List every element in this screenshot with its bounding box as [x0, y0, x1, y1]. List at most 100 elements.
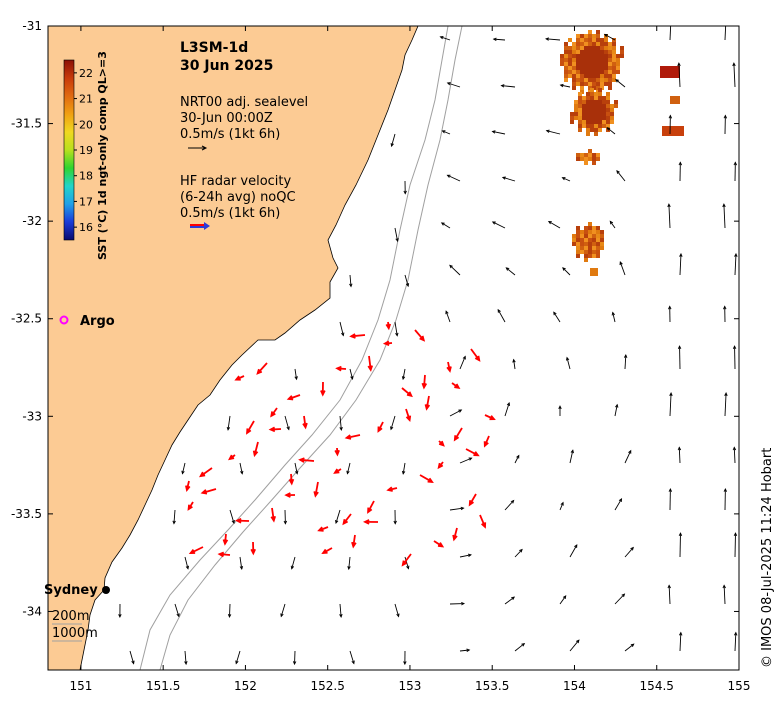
sst-cell [572, 54, 576, 58]
sydney-label: Sydney [44, 583, 98, 598]
y-tick-label: -31 [22, 19, 42, 33]
sst-cell [608, 62, 612, 66]
radar-arrow [468, 493, 477, 507]
sst-cell [600, 42, 604, 46]
sst-cell [612, 78, 616, 82]
sst-cell [574, 100, 578, 104]
sealevel-arrow [732, 446, 737, 464]
sst-cell [600, 54, 604, 58]
sst-cell [592, 58, 596, 62]
x-tick-label: 155 [728, 679, 751, 693]
sealevel-legend-scale: 0.5m/s (1kt 6h) [180, 127, 280, 142]
sst-cell [596, 226, 600, 230]
sst-cell [610, 108, 614, 112]
radar-arrow [484, 414, 496, 421]
sealevel-arrow [668, 305, 672, 323]
sealevel-arrow [614, 498, 623, 511]
sst-cell [584, 66, 588, 70]
sst-cell [598, 100, 602, 104]
sst-cell [596, 246, 600, 250]
colorbar-tick-label: 18 [79, 170, 93, 183]
sst-cell [580, 86, 584, 90]
sst-cell [608, 66, 612, 70]
plot-frame [47, 25, 740, 671]
sst-cell [584, 242, 588, 246]
sst-cell [572, 238, 576, 242]
colorbar-ramp [63, 59, 75, 241]
sst-cell [596, 58, 600, 62]
sst-cell [594, 100, 598, 104]
sst-cell [572, 66, 576, 70]
sst-cell [586, 132, 590, 136]
sealevel-arrow [559, 595, 567, 605]
x-tick-label: 153.5 [475, 679, 509, 693]
radar-legend-line1: HF radar velocity [180, 174, 292, 189]
sst-cell [602, 104, 606, 108]
sst-cell [578, 112, 582, 116]
sealevel-arrow [393, 509, 397, 525]
sst-cell [568, 38, 572, 42]
sst-cell [576, 238, 580, 242]
sealevel-arrow [491, 130, 506, 135]
radar-arrow [349, 333, 366, 339]
sst-cell [598, 96, 602, 100]
radar-arrow [386, 486, 398, 492]
sst-cell [596, 238, 600, 242]
sst-cell [588, 238, 592, 242]
sst-cell [596, 153, 600, 157]
sst-cell [588, 66, 592, 70]
sst-cell [586, 112, 590, 116]
sst-cell [592, 238, 596, 242]
sst-cell [608, 54, 612, 58]
radar-arrow [228, 454, 236, 461]
sst-cell [592, 50, 596, 54]
sst-cell [578, 120, 582, 124]
sst-cell [604, 70, 608, 74]
x-axis: 151 151.5 152 152.5 153 153.5 154 154.5 155 [69, 26, 750, 693]
radar-arrow [401, 553, 412, 567]
sst-cell [596, 34, 600, 38]
sealevel-arrow [677, 62, 681, 88]
sst-cell [584, 54, 588, 58]
sealevel-arrow [339, 321, 345, 337]
sst-cell [598, 108, 602, 112]
sst-cell [592, 234, 596, 238]
sst-cell [604, 82, 608, 86]
sealevel-arrow [184, 650, 188, 666]
sst-cell [568, 70, 572, 74]
sealevel-arrow [401, 462, 406, 475]
sst-cell [564, 54, 568, 58]
sst-cell [580, 58, 584, 62]
radar-arrow [405, 408, 412, 423]
sst-cell [584, 34, 588, 38]
radar-arrow [414, 329, 426, 342]
sst-cell [610, 116, 614, 120]
sst-cell [600, 62, 604, 66]
sealevel-scale-arrow [188, 145, 208, 151]
sealevel-arrow [512, 358, 516, 370]
sst-cell [662, 126, 684, 136]
sst-cell [564, 42, 568, 46]
sst-cell [612, 62, 616, 66]
sealevel-arrow [545, 37, 561, 41]
depth-200-label: 200m [52, 609, 89, 624]
sst-cell [580, 242, 584, 246]
sst-cell [582, 112, 586, 116]
sst-cell [592, 74, 596, 78]
sst-cell [578, 100, 582, 104]
sealevel-arrow [609, 220, 616, 229]
sst-cell [580, 70, 584, 74]
sst-cell [564, 78, 568, 82]
radar-arrow [217, 551, 231, 558]
sst-cell [580, 250, 584, 254]
sst-cell [596, 157, 600, 161]
sealevel-arrow [559, 501, 564, 511]
sst-cell [596, 66, 600, 70]
y-tick-label: -32.5 [11, 312, 42, 326]
sst-cell [598, 128, 602, 132]
sealevel-arrow [678, 532, 683, 558]
sst-cell [568, 50, 572, 54]
date-title: 30 Jun 2025 [180, 58, 273, 74]
sst-cell [620, 50, 624, 54]
colorbar-tick-label: 21 [79, 93, 93, 106]
